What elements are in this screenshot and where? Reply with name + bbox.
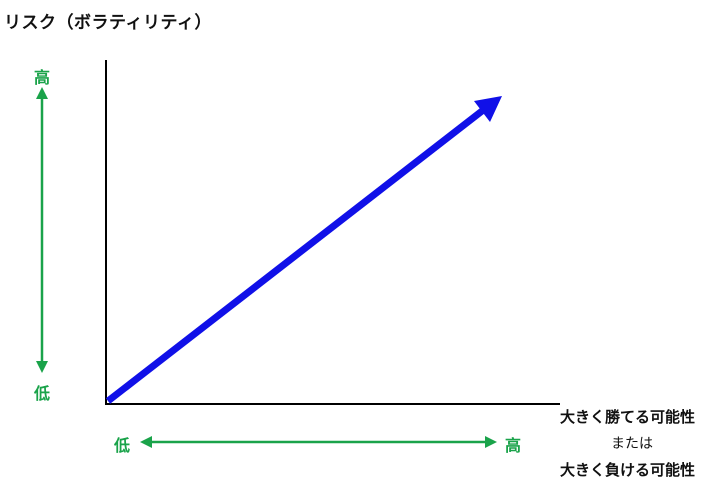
x-scale-arrowhead-left	[140, 436, 152, 448]
x-scale-arrowhead-right	[485, 436, 497, 448]
y-axis-high-label: 高	[34, 68, 51, 87]
trend-arrow-shaft	[105, 108, 485, 404]
diagram-title: リスク（ボラティリティ）	[4, 13, 212, 33]
x-axis-caption-line3: 大きく負ける可能性	[560, 461, 696, 479]
trend-arrowhead	[474, 96, 502, 122]
x-axis-caption-line2: または	[611, 436, 653, 452]
y-axis-low-label: 低	[34, 384, 51, 403]
x-axis-low-label: 低	[114, 436, 131, 455]
x-axis-caption-line1: 大きく勝てる可能性	[560, 408, 696, 426]
y-scale-arrowhead-up	[36, 87, 48, 99]
y-scale-arrowhead-down	[36, 361, 48, 373]
x-axis-high-label: 高	[505, 436, 522, 455]
